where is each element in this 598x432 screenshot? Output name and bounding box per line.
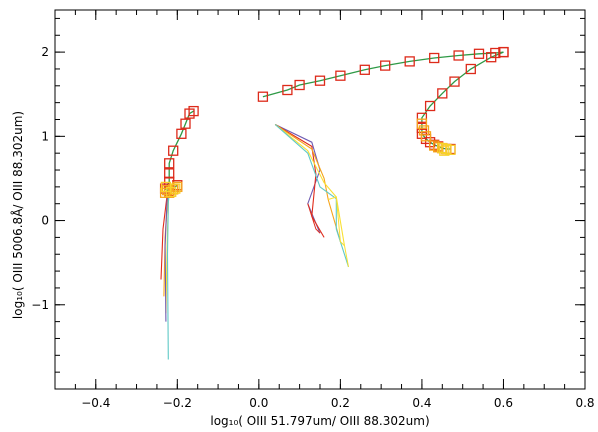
cluster-marker bbox=[420, 131, 432, 142]
data-point-marker bbox=[335, 70, 346, 81]
x-tick-label: −0.2 bbox=[163, 396, 192, 410]
fan-ray-line bbox=[274, 124, 346, 246]
fan-ray-line bbox=[274, 124, 341, 242]
data-point-marker bbox=[257, 91, 269, 102]
data-point-marker bbox=[359, 64, 370, 75]
fan-web-line bbox=[307, 203, 321, 234]
cluster-marker bbox=[159, 187, 171, 198]
x-tick-label: 0.2 bbox=[331, 396, 350, 410]
data-point-marker bbox=[486, 52, 497, 63]
x-tick-label: 0.6 bbox=[494, 396, 513, 410]
ticks: −0.4 −0.2 0.0 0.2 0.4 0.6 0.8 −1 0 1 2 bbox=[31, 10, 595, 410]
cluster-marker bbox=[416, 118, 428, 129]
series-layer bbox=[160, 51, 504, 360]
data-point-marker bbox=[429, 52, 440, 64]
cluster-marker bbox=[418, 125, 430, 136]
data-point-marker bbox=[449, 76, 460, 87]
data-point-marker bbox=[437, 88, 448, 99]
x-tick-label: 0.8 bbox=[575, 396, 594, 410]
data-point-marker bbox=[404, 56, 415, 67]
y-tick-label: 2 bbox=[41, 45, 49, 59]
series-line bbox=[421, 51, 504, 150]
y-tick-label: −1 bbox=[31, 298, 49, 312]
data-point-marker bbox=[424, 100, 436, 112]
data-point-marker bbox=[294, 79, 305, 91]
markers-layer bbox=[159, 46, 509, 198]
y-tick-label: 1 bbox=[41, 129, 49, 143]
series-line bbox=[262, 51, 504, 98]
data-point-marker bbox=[314, 75, 326, 86]
plot-frame bbox=[54, 9, 586, 390]
data-point-marker bbox=[184, 108, 195, 119]
y-axis-label: log₁₀( OIII 5006.8Å/ OIII 88.302um) bbox=[10, 111, 25, 319]
cluster-marker bbox=[445, 144, 456, 155]
x-tick-label: −0.4 bbox=[81, 396, 110, 410]
data-point-marker bbox=[282, 84, 293, 96]
cluster-marker bbox=[439, 145, 450, 156]
series-line bbox=[164, 110, 194, 192]
data-point-marker bbox=[176, 128, 187, 139]
data-point-marker bbox=[164, 158, 175, 169]
data-point-marker bbox=[473, 48, 485, 59]
cluster-marker bbox=[160, 181, 172, 193]
y-tick-label: 0 bbox=[41, 214, 49, 228]
fan-web-line bbox=[328, 196, 349, 267]
fan-ray-line bbox=[166, 189, 170, 360]
fan-ray-line bbox=[274, 124, 321, 234]
data-point-marker bbox=[498, 46, 509, 58]
fan-ray-line bbox=[274, 124, 350, 268]
x-tick-label: 0.0 bbox=[249, 396, 268, 410]
data-point-marker bbox=[168, 145, 179, 156]
data-point-marker bbox=[416, 112, 428, 123]
x-axis-label: log₁₀( OIII 51.797um/ OIII 88.302um) bbox=[210, 414, 429, 428]
data-point-marker bbox=[453, 50, 464, 61]
data-point-marker bbox=[465, 63, 476, 75]
data-point-marker bbox=[180, 118, 191, 129]
x-tick-label: 0.4 bbox=[412, 396, 431, 410]
data-point-marker bbox=[380, 60, 391, 71]
